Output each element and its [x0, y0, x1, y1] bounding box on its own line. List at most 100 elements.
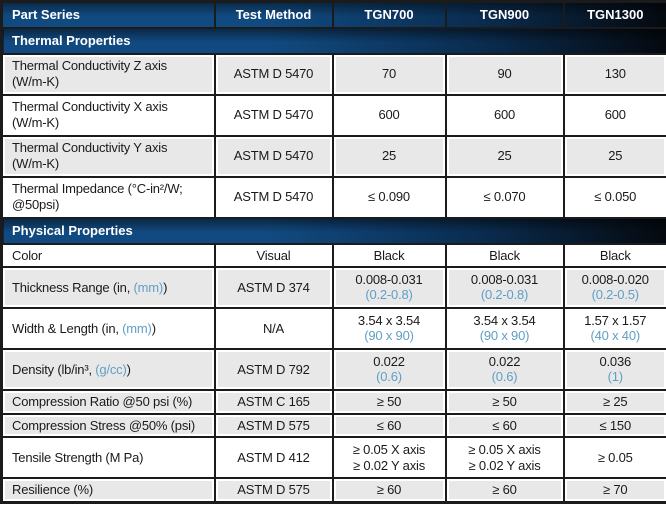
table-row: Thermal Conductivity X axis (W/m-K) ASTM …	[0, 93, 666, 137]
value-cell-tgn1300: ≤ 150	[562, 412, 666, 439]
value-cell-tgn900: ≥ 0.05 X axis ≥ 0.02 Y axis	[444, 436, 565, 480]
section-row-physical-properties: Physical Properties	[0, 216, 666, 245]
value-main: 0.008-0.031	[355, 272, 423, 288]
table-header-row: Part Series Test Method TGN700 TGN900 TG…	[0, 0, 666, 29]
value-cell-tgn1300: 130	[562, 52, 666, 96]
value-metric: (90 x 90)	[364, 327, 414, 343]
table-row: Thermal Impedance (°C-in²/W; @50psi) ASTM…	[0, 175, 666, 219]
value-main: 0.008-0.031	[470, 272, 539, 288]
table-row: Thermal Conductivity Z axis (W/m-K) ASTM …	[0, 52, 666, 96]
property-label: Thermal Conductivity Z axis (W/m-K)	[0, 52, 216, 96]
value-metric: (40 x 40)	[590, 327, 640, 343]
test-method-cell: ASTM D 5470	[213, 175, 334, 219]
test-method-cell: N/A	[213, 307, 334, 351]
value-cell-tgn700: 0.008-0.031 (0.2-0.8)	[331, 266, 447, 310]
metric-unit: (mm)	[122, 320, 152, 336]
value-cell-tgn900: 600	[444, 93, 565, 137]
metric-unit: (g/cc)	[95, 361, 127, 377]
property-text: )	[126, 361, 131, 377]
value-cell-tgn900: 0.008-0.031 (0.2-0.8)	[444, 266, 565, 310]
property-label: Tensile Strength (M Pa)	[0, 436, 216, 480]
value-cell-tgn900: ≥ 60	[444, 477, 565, 504]
value-cell-tgn700: Black	[331, 242, 447, 269]
table-row: Thermal Conductivity Y axis (W/m-K) ASTM …	[0, 134, 666, 178]
value-cell-tgn700: 3.54 x 3.54 (90 x 90)	[331, 307, 447, 351]
table-row: Tensile Strength (M Pa) ASTM D 412 ≥ 0.05 …	[0, 436, 666, 480]
test-method-cell: ASTM C 165	[213, 389, 334, 415]
value-cell-tgn1300: 25	[562, 134, 666, 178]
value-cell-tgn700: 600	[331, 93, 447, 137]
value-metric: (90 x 90)	[479, 327, 530, 343]
test-method-cell: ASTM D 575	[213, 412, 334, 439]
value-main: 1.57 x 1.57	[584, 313, 647, 329]
value-main: 0.022	[488, 354, 521, 370]
value-cell-tgn1300: ≥ 0.05	[562, 436, 666, 480]
test-method-cell: ASTM D 5470	[213, 134, 334, 178]
test-method-cell: Visual	[213, 242, 334, 269]
value-cell-tgn1300: 1.57 x 1.57 (40 x 40)	[562, 307, 666, 351]
value-main: ≥ 0.05 X axis ≥ 0.02 Y axis	[352, 442, 426, 473]
section-header-physical-properties: Physical Properties	[0, 216, 666, 245]
value-cell-tgn700: 25	[331, 134, 447, 178]
value-metric: (0.6)	[376, 368, 402, 384]
value-cell-tgn900: 0.022 (0.6)	[444, 348, 565, 392]
test-method-cell: ASTM D 792	[213, 348, 334, 392]
value-cell-tgn1300: ≥ 25	[562, 389, 666, 415]
property-label: Compression Ratio @50 psi (%)	[0, 389, 216, 415]
property-label: Color	[0, 242, 216, 269]
metric-unit: (mm)	[133, 279, 164, 295]
property-label: Compression Stress @50% (psi)	[0, 412, 216, 439]
value-cell-tgn1300: Black	[562, 242, 666, 269]
value-cell-tgn900: ≤ 0.070	[444, 175, 565, 219]
value-cell-tgn900: 3.54 x 3.54 (90 x 90)	[444, 307, 565, 351]
test-method-cell: ASTM D 5470	[213, 52, 334, 96]
value-metric: (1)	[607, 368, 623, 384]
value-cell-tgn900: Black	[444, 242, 565, 269]
value-cell-tgn1300: ≥ 70	[562, 477, 666, 504]
column-header-tgn900: TGN900	[444, 0, 565, 29]
value-cell-tgn700: ≥ 0.05 X axis ≥ 0.02 Y axis	[331, 436, 447, 480]
value-metric: (0.2-0.8)	[480, 286, 529, 302]
column-header-test-method: Test Method	[213, 0, 334, 29]
property-label: Thermal Conductivity Y axis (W/m-K)	[0, 134, 216, 178]
value-metric: (0.2-0.5)	[591, 286, 640, 302]
value-cell-tgn1300: 600	[562, 93, 666, 137]
table-row: Thickness Range (in, (mm)) ASTM D 374 0.00…	[0, 266, 666, 310]
value-metric: (0.2-0.8)	[365, 286, 413, 302]
property-label: Thermal Conductivity X axis (W/m-K)	[0, 93, 216, 137]
property-label: Density (lb/in³, (g/cc))	[0, 348, 216, 392]
property-text: Density (lb/in³,	[12, 361, 96, 377]
section-row-thermal-properties: Thermal Properties	[0, 26, 666, 55]
property-text: )	[163, 279, 168, 295]
value-main: ≥ 0.05	[597, 449, 633, 465]
value-main: 3.54 x 3.54	[357, 313, 421, 329]
spec-table: Part Series Test Method TGN700 TGN900 TG…	[0, 0, 666, 504]
value-cell-tgn900: ≥ 50	[444, 389, 565, 415]
property-label: Thickness Range (in, (mm))	[0, 266, 216, 310]
value-main: 0.008-0.020	[581, 272, 649, 288]
value-cell-tgn700: ≤ 0.090	[331, 175, 447, 219]
value-cell-tgn700: ≤ 60	[331, 412, 447, 439]
value-cell-tgn700: ≥ 60	[331, 477, 447, 504]
value-cell-tgn900: ≤ 60	[444, 412, 565, 439]
value-main: 0.036	[599, 354, 632, 370]
column-header-tgn700: TGN700	[331, 0, 447, 29]
test-method-cell: ASTM D 412	[213, 436, 334, 480]
property-label: Thermal Impedance (°C-in²/W; @50psi)	[0, 175, 216, 219]
section-header-thermal-properties: Thermal Properties	[0, 26, 666, 55]
test-method-cell: ASTM D 374	[213, 266, 334, 310]
value-cell-tgn1300: 0.036 (1)	[562, 348, 666, 392]
value-cell-tgn900: 90	[444, 52, 565, 96]
table-row: Density (lb/in³, (g/cc)) ASTM D 792 0.022(…	[0, 348, 666, 392]
column-header-tgn1300: TGN1300	[562, 0, 666, 29]
table-row: Resilience (%) ASTM D 575 ≥ 60 ≥ 60 ≥ 70	[0, 477, 666, 504]
value-main: 0.022	[373, 354, 405, 370]
value-metric: (0.6)	[491, 368, 518, 384]
property-text: Width & Length (in,	[12, 320, 123, 336]
table-row: Compression Stress @50% (psi) ASTM D 575 ≤…	[0, 412, 666, 439]
value-cell-tgn700: 0.022 (0.6)	[331, 348, 447, 392]
table-row: Width & Length (in, (mm)) N/A 3.54 x 3.54(…	[0, 307, 666, 351]
value-cell-tgn1300: 0.008-0.020 (0.2-0.5)	[562, 266, 666, 310]
test-method-cell: ASTM D 575	[213, 477, 334, 504]
property-label: Resilience (%)	[0, 477, 216, 504]
